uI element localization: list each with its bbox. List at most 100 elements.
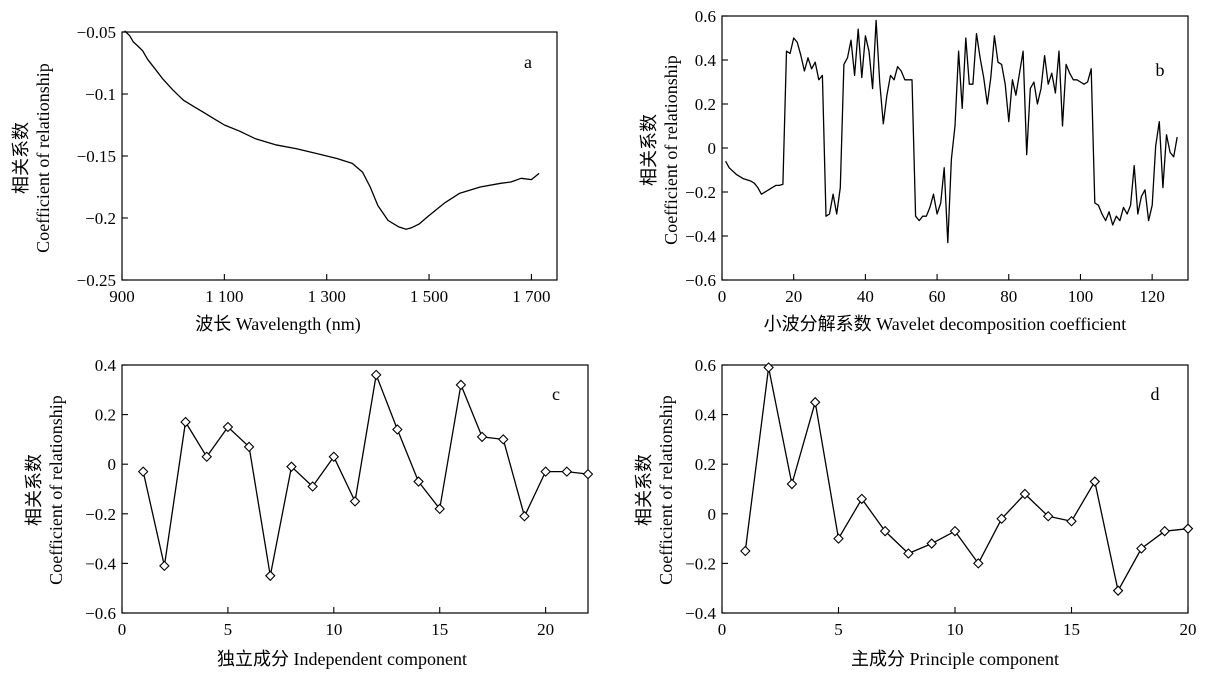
data-point-marker [582,468,594,480]
y-axis-title: Coefficient of relationship [33,63,53,253]
chart-panel-b: 0 20 40 60 80 100 120 −0.6 −0.4 −0.2 0 0.2 0.4 0.6 b 小波… [639,7,1189,334]
x-tick-label: 1 700 [512,287,550,306]
data-point-marker [1159,525,1170,537]
data-point-marker [833,533,844,544]
chart-panel-d: 0 5 10 15 20 −0.4 −0.2 0 0.2 0.4 0.6 d 主成分 Principle… [634,356,1197,669]
data-point-marker [786,478,798,490]
data-point-marker [926,538,937,549]
chart-panel-a: 900 1 100 1 300 1 500 1 700 −0.25 −0.2 −0.15 −0.… [11,23,558,335]
series-line [124,30,540,230]
x-tick-label: 20 [785,287,802,306]
panel-letter: a [524,52,532,72]
y-tick-label: 0.2 [95,406,116,425]
plot-frame [121,31,558,281]
data-point-marker [137,466,149,477]
x-tick-label: 60 [929,287,946,306]
y-tick-label: −0.05 [77,23,116,42]
y-tick-label: 0.4 [695,51,717,70]
series-line [142,374,589,577]
panel-letter: d [1151,384,1160,404]
x-axis-title: 小波分解系数 Wavelet decomposition coefficient [764,314,1127,334]
y-tick-label: −0.4 [85,554,116,573]
data-point-marker [1182,523,1194,534]
y-tick-label: −0.2 [85,209,116,228]
data-point-marker [201,451,213,463]
y-tick-label: 0 [108,455,117,474]
x-tick-label: 900 [109,287,135,306]
plot-frame [121,364,589,614]
y-axis-title: Coefficient of relationship [661,55,681,245]
data-point-marker [349,496,361,507]
data-point-marker [243,441,255,453]
x-tick-label: 100 [1068,287,1094,306]
panel-letter: c [552,384,560,404]
y-tick-label: 0.6 [695,356,716,375]
data-point-marker [973,558,984,569]
data-point-marker [561,466,573,477]
y-tick-label: −0.6 [85,604,116,623]
x-tick-label: 0 [118,620,127,639]
x-tick-label: 1 100 [205,287,243,306]
x-tick-label: 5 [224,620,233,639]
x-tick-label: 0 [718,620,727,639]
series-line [725,19,1178,244]
data-point-marker [519,511,530,522]
y-tick-label: −0.6 [685,271,716,290]
x-tick-label: 10 [325,620,342,639]
x-tick-label: 20 [1180,620,1197,639]
y-axis-title: 相关系数 [634,454,654,526]
data-point-marker [455,379,467,391]
y-tick-label: −0.2 [685,183,716,202]
x-tick-label: 40 [857,287,874,306]
data-point-marker [392,424,403,435]
y-tick-label: 0.2 [695,455,716,474]
x-tick-label: 10 [947,620,964,639]
data-point-marker [1089,476,1101,487]
x-tick-label: 5 [834,620,843,639]
x-tick-label: 80 [1000,287,1017,306]
series-line [744,366,1189,592]
y-tick-label: −0.4 [685,604,716,623]
y-tick-label: −0.1 [85,85,116,104]
data-point-marker [159,560,170,572]
data-point-marker [879,525,891,537]
plot-frame [721,15,1189,281]
x-tick-label: 120 [1139,287,1165,306]
y-tick-label: 0.4 [695,406,717,425]
x-axis-title: 独立成分 Independent component [217,649,467,669]
y-tick-label: −0.25 [77,271,116,290]
data-point-marker [1136,543,1147,554]
x-tick-label: 20 [537,620,554,639]
y-tick-label: 0 [708,139,717,158]
x-tick-label: 1 500 [410,287,448,306]
y-tick-label: 0 [708,505,717,524]
data-point-marker [286,461,297,472]
data-point-marker [180,416,191,428]
data-point-marker [540,466,551,477]
data-point-marker [763,362,774,373]
data-point-marker [949,525,961,537]
data-point-marker [1019,488,1031,500]
data-point-marker [370,369,382,381]
panel-letter: b [1156,60,1165,80]
data-point-marker [264,570,276,582]
y-tick-label: −0.2 [85,505,116,524]
data-point-marker [809,396,821,408]
x-tick-label: 1 300 [308,287,346,306]
chart-panel-c: 0 5 10 15 20 −0.6 −0.4 −0.2 0 0.2 0.4 c 独立成分 Indepen… [24,356,594,669]
data-point-marker [476,431,488,443]
data-point-marker [1112,585,1124,596]
y-axis-title: 相关系数 [639,114,659,186]
y-axis-title: Coefficient of relationship [656,395,676,585]
x-tick-label: 15 [1063,620,1080,639]
y-axis-title: 相关系数 [24,454,44,526]
data-point-marker [1042,511,1054,522]
data-point-marker [996,513,1007,525]
y-tick-label: −0.4 [685,227,716,246]
y-tick-label: −0.15 [77,147,116,166]
data-point-marker [856,493,868,505]
x-axis-title: 主成分 Principle component [851,649,1059,669]
data-point-marker [307,481,318,492]
x-tick-label: 0 [718,287,727,306]
